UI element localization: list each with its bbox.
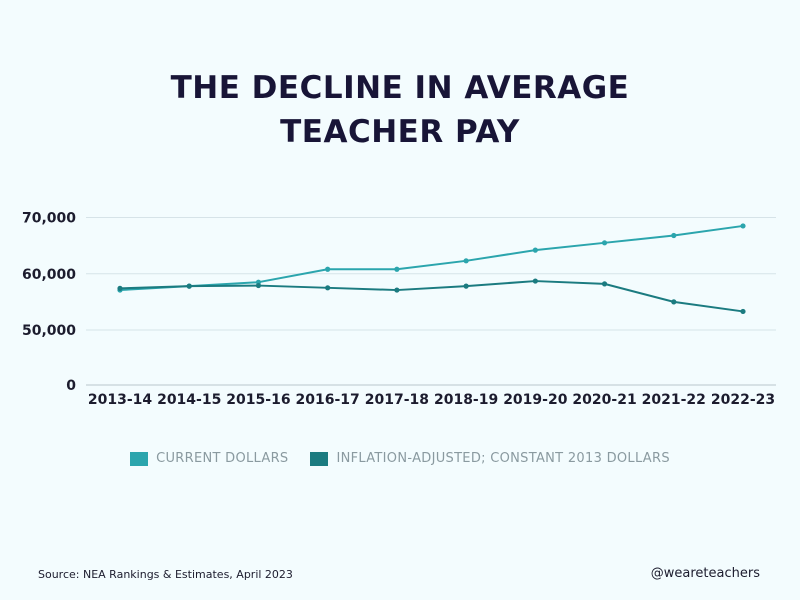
- x-tick-label: 2013-14: [88, 392, 153, 408]
- data-point: [671, 232, 677, 239]
- legend-label-current-dollars: CURRENT DOLLARS: [156, 451, 289, 466]
- x-tick-label: 2016-17: [296, 392, 360, 408]
- data-point: [740, 308, 746, 315]
- data-point: [325, 285, 331, 291]
- y-tick-label: 70,000: [22, 211, 76, 227]
- series-line-inflation-adjusted: [119, 280, 744, 313]
- data-point: [601, 240, 608, 246]
- legend-swatch-current-dollars: [130, 451, 149, 466]
- legend-label-inflation-adjusted: INFLATION-ADJUSTED; CONSTANT 2013 DOLLAR…: [336, 451, 670, 466]
- x-tick-label: 2015-16: [226, 392, 290, 408]
- chart-title: THE DECLINE IN AVERAGE TEACHER PAY: [0, 66, 800, 154]
- y-tick-label: 0: [66, 378, 76, 394]
- legend-item-inflation-adjusted: INFLATION-ADJUSTED; CONSTANT 2013 DOLLAR…: [310, 451, 670, 466]
- chart-title-line-1: THE DECLINE IN AVERAGE: [170, 70, 630, 106]
- data-point: [117, 285, 123, 291]
- y-tick-label: 60,000: [22, 267, 76, 283]
- legend-swatch-inflation-adjusted: [310, 451, 329, 466]
- data-point: [186, 283, 192, 289]
- data-point: [532, 247, 538, 253]
- chart-title-line-2: TEACHER PAY: [280, 114, 520, 150]
- x-tick-label: 2014-15: [157, 392, 221, 408]
- data-point: [255, 282, 262, 289]
- x-tick-label: 2021-22: [642, 392, 706, 408]
- source-note: Source: NEA Rankings & Estimates, April …: [38, 568, 293, 581]
- data-point: [671, 299, 677, 305]
- social-handle: @weareteachers: [650, 566, 760, 581]
- legend-item-current-dollars: CURRENT DOLLARS: [130, 451, 288, 466]
- series-line-current-dollars: [119, 224, 744, 292]
- data-point: [394, 266, 400, 272]
- data-point: [532, 278, 538, 284]
- x-tick-label: 2022-23: [711, 392, 775, 408]
- x-tick-label: 2018-19: [434, 392, 498, 408]
- data-point: [325, 266, 331, 272]
- data-point: [601, 281, 608, 287]
- data-point: [463, 258, 469, 264]
- x-tick-label: 2019-20: [503, 392, 568, 408]
- data-point: [740, 223, 746, 229]
- x-tick-label: 2017-18: [365, 392, 429, 408]
- chart-legend: CURRENT DOLLARS INFLATION-ADJUSTED; CONS…: [0, 451, 800, 466]
- y-tick-label: 50,000: [22, 323, 76, 339]
- data-point: [394, 287, 400, 293]
- data-point: [463, 283, 469, 289]
- x-tick-label: 2020-21: [572, 392, 636, 408]
